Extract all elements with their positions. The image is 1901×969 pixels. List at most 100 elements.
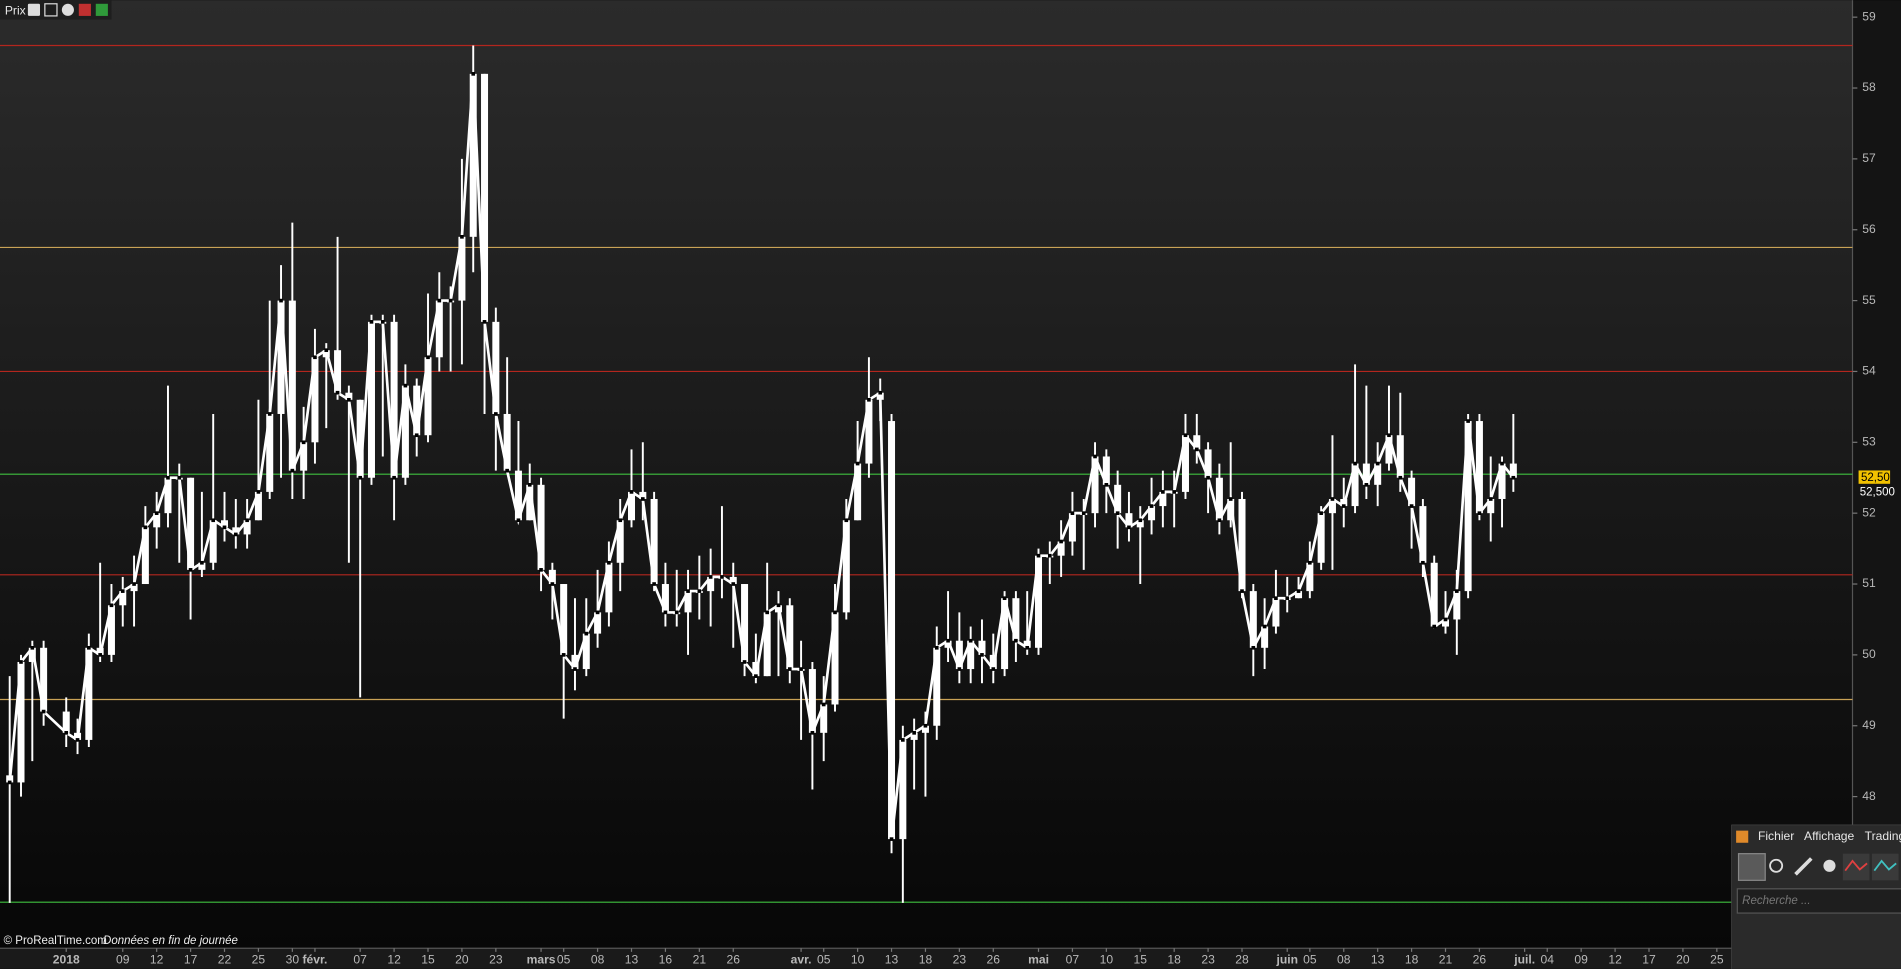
candle-body	[1317, 513, 1325, 563]
candle-body	[1453, 591, 1461, 620]
x-tick-label: 12	[150, 953, 164, 967]
window-icon[interactable]	[44, 3, 58, 17]
candle-body	[1001, 598, 1009, 670]
candle-body	[1475, 421, 1483, 514]
close-dot	[1104, 483, 1109, 487]
close-dot	[222, 525, 227, 530]
candle-body	[1419, 506, 1427, 563]
zoom-tool[interactable]	[1769, 858, 1784, 873]
y-tick-label: 56	[1862, 222, 1876, 236]
x-tick-label: 12	[1608, 953, 1622, 967]
candle-body	[220, 520, 229, 528]
close-dot	[584, 631, 589, 636]
candle-body	[367, 321, 375, 478]
search-box[interactable]	[1736, 888, 1901, 914]
candle-body	[1396, 435, 1404, 478]
indicator-tool[interactable]	[1871, 853, 1899, 881]
y-tick-label: 50	[1862, 647, 1876, 661]
close-dot	[392, 475, 396, 480]
candle-body	[288, 300, 296, 471]
close-dot	[64, 731, 69, 735]
ruler-tool[interactable]	[1794, 857, 1813, 876]
pointer-tool[interactable]	[1737, 853, 1766, 881]
close-dot	[607, 560, 611, 565]
x-tick-label: mai	[1028, 953, 1049, 967]
candle-body	[944, 640, 952, 648]
close-dot	[889, 837, 894, 841]
close-dot	[166, 475, 170, 480]
x-tick-label: 07	[1066, 953, 1080, 967]
close-dot	[855, 461, 860, 466]
close-dot	[720, 575, 724, 579]
candle-body	[537, 484, 545, 570]
menu-item[interactable]: Trading	[1865, 829, 1901, 843]
candle-body	[1249, 591, 1257, 648]
close-dot	[143, 525, 148, 530]
close-dot	[946, 638, 950, 643]
close-dot	[1375, 461, 1380, 466]
x-tick-label: 05	[557, 953, 571, 967]
close-dot	[652, 582, 656, 586]
candle-body	[560, 584, 568, 655]
candle-body	[17, 661, 25, 783]
panel-header: Prix	[0, 0, 112, 20]
close-dot	[1398, 475, 1403, 480]
close-dot	[403, 383, 408, 388]
menu-item[interactable]: Affichage	[1804, 829, 1855, 843]
candle-body	[741, 584, 749, 662]
x-tick-label: 28	[1235, 953, 1249, 967]
app-icon[interactable]	[1736, 830, 1749, 843]
candle-body	[514, 470, 522, 521]
close-dot	[878, 390, 883, 395]
x-tick-label: 20	[1676, 953, 1690, 967]
candle-body	[1272, 598, 1280, 627]
close-dot	[335, 390, 340, 395]
candle-body	[582, 633, 590, 670]
candle-body	[933, 647, 941, 726]
close-dot	[30, 645, 35, 650]
candle-body	[628, 491, 636, 521]
close-dot	[98, 653, 102, 657]
alert-tool[interactable]	[1823, 859, 1836, 872]
remove-icon[interactable]	[78, 3, 91, 16]
candle-body	[424, 357, 432, 436]
indicator-tool[interactable]	[1842, 853, 1870, 881]
candle-body	[921, 725, 929, 733]
x-tick-label: 21	[693, 953, 707, 967]
candle-body	[1374, 463, 1382, 485]
close-dot	[1081, 511, 1086, 515]
candle-body	[808, 669, 816, 733]
x-tick-label: 18	[1405, 953, 1419, 967]
add-icon[interactable]	[95, 3, 108, 16]
candle-body	[164, 477, 172, 514]
candle-body	[232, 527, 240, 535]
close-dot	[1296, 589, 1301, 593]
candle-body	[481, 73, 489, 322]
candle-body	[153, 513, 161, 528]
close-dot	[527, 483, 532, 487]
close-dot	[358, 475, 362, 480]
close-dot	[968, 638, 973, 643]
settings-icon[interactable]	[27, 3, 41, 16]
x-tick-label: 08	[1337, 953, 1351, 967]
close-dot	[482, 320, 487, 324]
candle-body	[820, 704, 828, 733]
close-dot	[1488, 497, 1493, 501]
candle-body	[571, 654, 579, 670]
x-tick-label: avr.	[791, 953, 812, 967]
candle-body	[1114, 484, 1122, 514]
candle-body	[978, 640, 986, 655]
candle-body	[1215, 477, 1223, 521]
candle-body	[955, 640, 963, 670]
x-tick-label: 12	[387, 953, 401, 967]
menu-item[interactable]: Fichier	[1758, 829, 1794, 843]
candle-body	[1068, 513, 1076, 542]
close-dot	[426, 355, 430, 360]
close-dot	[629, 490, 634, 494]
candle-body	[1136, 520, 1144, 528]
candle-body	[684, 591, 692, 613]
close-icon[interactable]	[61, 3, 74, 16]
close-dot	[1206, 475, 1210, 480]
candle-body	[40, 647, 48, 712]
